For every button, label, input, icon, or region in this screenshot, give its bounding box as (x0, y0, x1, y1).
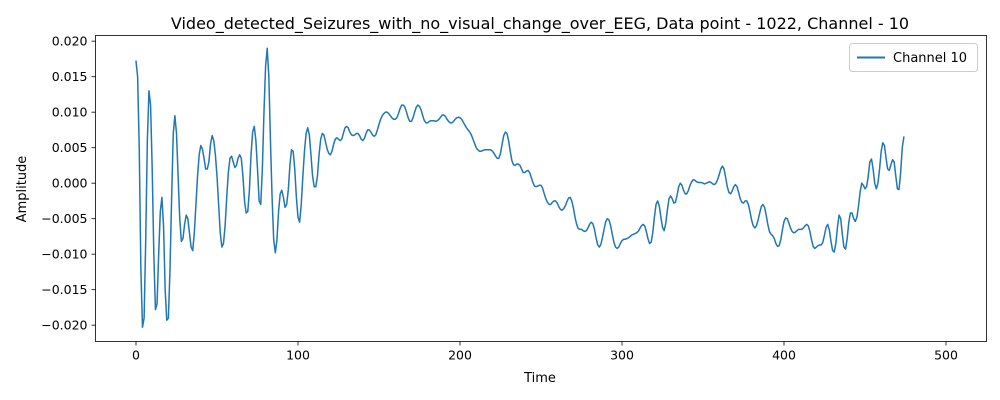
plot-area (95, 35, 987, 342)
chart-title: Video_detected_Seizures_with_no_visual_c… (171, 14, 909, 34)
legend-label: Channel 10 (893, 51, 967, 66)
legend-box (849, 43, 978, 72)
x-tick-label: 0 (132, 348, 140, 363)
plot-background (95, 35, 987, 342)
x-axis-label: Time (523, 371, 556, 386)
x-axis: 0 100 200 300 400 500 (132, 341, 958, 363)
y-tick-label: 0.020 (52, 34, 88, 49)
y-tick-label: 0.015 (52, 69, 88, 84)
y-axis: −0.020 −0.015 −0.010 −0.005 0.000 0.005 0.010 0… (41, 34, 96, 333)
y-tick-label: −0.010 (41, 247, 87, 262)
series-layer (135, 47, 905, 329)
y-tick-label: 0.010 (52, 105, 88, 120)
y-tick-label: 0.005 (52, 140, 88, 155)
y-tick-label: −0.020 (41, 318, 87, 333)
y-tick-label: −0.015 (41, 282, 87, 297)
legend: Channel 10 (849, 43, 978, 72)
y-tick-label: −0.005 (41, 211, 87, 226)
y-axis-label: Amplitude (15, 156, 30, 223)
x-tick-label: 100 (286, 348, 310, 363)
x-tick-label: 400 (772, 348, 796, 363)
series-line-0 (135, 47, 905, 329)
y-tick-label: 0.000 (52, 176, 88, 191)
x-tick-label: 500 (934, 348, 958, 363)
x-tick-label: 200 (448, 348, 472, 363)
x-tick-label: 300 (610, 348, 634, 363)
plot-frame (95, 35, 987, 342)
